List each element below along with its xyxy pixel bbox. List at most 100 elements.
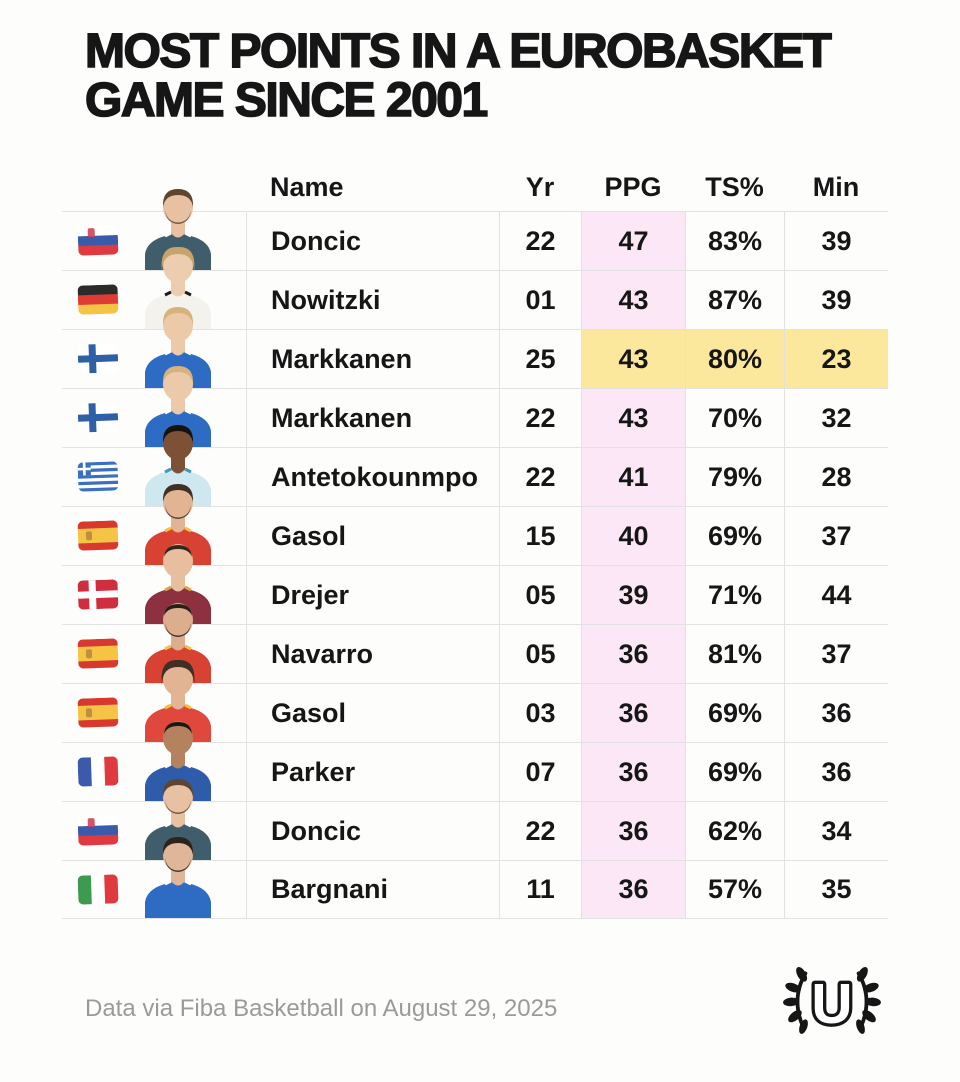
table-row: Doncic 22 47 83% 39 xyxy=(62,189,888,270)
table-row: Gasol 15 40 69% 37 xyxy=(62,484,888,565)
ts-value: 69% xyxy=(685,683,784,742)
player-name: Markkanen xyxy=(246,329,499,388)
ppg-value: 39 xyxy=(581,565,685,624)
player-name: Gasol xyxy=(246,506,499,565)
year-value: 11 xyxy=(499,860,581,919)
player-cell xyxy=(62,603,246,683)
min-value: 36 xyxy=(784,683,888,742)
ts-value: 69% xyxy=(685,506,784,565)
flag-it-icon xyxy=(77,873,119,905)
flag-de-icon xyxy=(77,284,119,315)
laurel-right-icon xyxy=(856,967,881,1034)
stats-table: Name Yr PPG TS% Min Doncic 22 47 83% 39 … xyxy=(62,163,888,919)
ppg-value: 36 xyxy=(581,801,685,860)
ts-value: 71% xyxy=(685,565,784,624)
table-row: Nowitzki 01 43 87% 39 xyxy=(62,246,888,329)
ppg-value: 43 xyxy=(581,388,685,447)
year-value: 25 xyxy=(499,329,581,388)
table-row: Antetokounmpo 22 41 79% 28 xyxy=(62,425,888,506)
ts-value: 80% xyxy=(685,329,784,388)
ppg-value: 43 xyxy=(581,270,685,329)
ts-value: 83% xyxy=(685,211,784,270)
logo-letter: U xyxy=(811,972,852,1036)
table-row: Doncic 22 36 62% 34 xyxy=(62,779,888,860)
flag-fr-icon xyxy=(77,756,119,787)
year-value: 05 xyxy=(499,624,581,683)
ts-value: 81% xyxy=(685,624,784,683)
flag-fi-icon xyxy=(77,343,119,374)
flag-fi-icon xyxy=(77,402,119,433)
min-value: 32 xyxy=(784,388,888,447)
column-header-yr: Yr xyxy=(525,171,555,202)
table-body: Doncic 22 47 83% 39 Nowitzki 01 43 87% 3… xyxy=(62,189,888,919)
player-name: Navarro xyxy=(246,624,499,683)
table-row: Bargnani 11 36 57% 35 xyxy=(62,837,888,919)
flag-si-icon xyxy=(77,815,119,846)
year-value: 01 xyxy=(499,270,581,329)
ts-value: 87% xyxy=(685,270,784,329)
min-value: 36 xyxy=(784,742,888,801)
player-cell xyxy=(62,721,246,801)
laurel-u-logo-icon: U xyxy=(783,967,881,1039)
min-value: 34 xyxy=(784,801,888,860)
ts-value: 70% xyxy=(685,388,784,447)
column-header-ts: TS% xyxy=(705,171,764,202)
ppg-value: 43 xyxy=(581,329,685,388)
player-cell xyxy=(62,837,246,919)
ppg-value: 36 xyxy=(581,624,685,683)
ppg-value: 36 xyxy=(581,860,685,919)
ts-value: 62% xyxy=(685,801,784,860)
laurel-left-icon xyxy=(783,967,808,1034)
player-cell xyxy=(62,659,246,742)
player-name: Antetokounmpo xyxy=(246,447,499,506)
flag-es-icon xyxy=(77,697,119,728)
year-value: 05 xyxy=(499,565,581,624)
player-name: Markkanen xyxy=(246,388,499,447)
ppg-value: 40 xyxy=(581,506,685,565)
player-cell xyxy=(62,425,246,506)
table-row: Gasol 03 36 69% 36 xyxy=(62,659,888,742)
player-name: Bargnani xyxy=(246,860,499,919)
player-name: Doncic xyxy=(246,801,499,860)
flag-si-icon xyxy=(77,225,119,256)
player-name: Doncic xyxy=(246,211,499,270)
min-value: 28 xyxy=(784,447,888,506)
brand-logo: U xyxy=(770,962,894,1039)
table-row: Markkanen 22 43 70% 32 xyxy=(62,366,888,447)
ts-value: 69% xyxy=(685,742,784,801)
title-line-1: MOST POINTS IN A EUROBASKET xyxy=(84,25,832,78)
min-value: 39 xyxy=(784,270,888,329)
player-name: Nowitzki xyxy=(246,270,499,329)
ts-value: 57% xyxy=(685,860,784,919)
player-cell xyxy=(62,484,246,565)
min-value: 37 xyxy=(784,506,888,565)
header-photo-spacer xyxy=(62,163,246,211)
column-header-min: Min xyxy=(812,171,860,202)
year-value: 07 xyxy=(499,742,581,801)
player-cell xyxy=(62,779,246,860)
year-value: 22 xyxy=(499,801,581,860)
year-value: 22 xyxy=(499,211,581,270)
flag-es-icon xyxy=(77,520,119,551)
table-row: Parker 07 36 69% 36 xyxy=(62,721,888,801)
year-value: 22 xyxy=(499,388,581,447)
ppg-value: 47 xyxy=(581,211,685,270)
min-value: 37 xyxy=(784,624,888,683)
min-value: 44 xyxy=(784,565,888,624)
column-header-ppg: PPG xyxy=(604,171,662,202)
table-header-row: Name Yr PPG TS% Min xyxy=(62,163,888,211)
player-cell xyxy=(62,366,246,447)
table-row: Navarro 05 36 81% 37 xyxy=(62,603,888,683)
year-value: 22 xyxy=(499,447,581,506)
min-value: 39 xyxy=(784,211,888,270)
year-value: 03 xyxy=(499,683,581,742)
min-value: 23 xyxy=(784,329,888,388)
player-cell xyxy=(62,246,246,329)
flag-gr-icon xyxy=(77,461,119,492)
table-row: Markkanen 25 43 80% 23 xyxy=(62,307,888,388)
page-title: MOST POINTS IN A EUROBASKET GAME SINCE 2… xyxy=(84,25,832,126)
column-header-name: Name xyxy=(270,171,344,202)
player-name: Drejer xyxy=(246,565,499,624)
player-cell xyxy=(62,307,246,388)
